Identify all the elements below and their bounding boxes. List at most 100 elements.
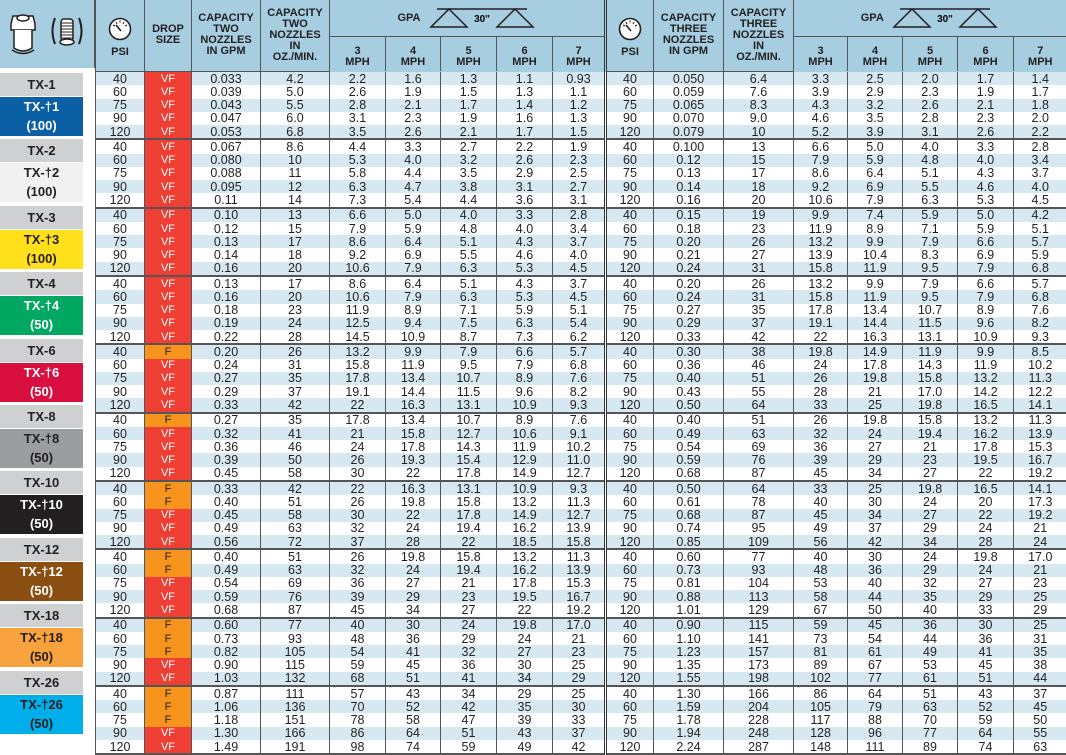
gpa3-5mph-cell: 53 bbox=[903, 658, 958, 671]
gpa3-5mph-cell: 2.6 bbox=[903, 99, 958, 112]
gpa3-4mph-cell: 6.4 bbox=[848, 167, 903, 180]
nozzle-code: TX-2 bbox=[0, 139, 83, 162]
gpa3-4mph-cell: 88 bbox=[848, 713, 903, 726]
gpa-6mph-cell: 35 bbox=[497, 700, 553, 713]
psi-three-cell: 120 bbox=[606, 672, 654, 686]
psi-cell: 120 bbox=[96, 740, 145, 754]
capacity-two-oz-cell: 58 bbox=[261, 509, 330, 522]
psi-cell: 90 bbox=[96, 248, 145, 261]
gpa-7mph-cell: 5.4 bbox=[553, 317, 606, 330]
gpa-4mph-cell: 13.4 bbox=[386, 372, 441, 385]
gpa3-6mph-cell: 9.9 bbox=[958, 344, 1014, 358]
drop-size-cell: VF bbox=[145, 522, 192, 535]
gpa3-4mph-cell: 44 bbox=[848, 590, 903, 603]
capacity-three-oz-cell: 8.3 bbox=[724, 99, 794, 112]
gpa3-5mph-cell: 19.8 bbox=[903, 481, 958, 495]
gpa3-3mph-cell: 36 bbox=[794, 440, 848, 453]
drop-size-cell: VF bbox=[145, 603, 192, 617]
drop-size-cell: VF bbox=[145, 167, 192, 180]
capacity-three-gpm-cell: 0.079 bbox=[654, 125, 724, 139]
psi-three-cell: 120 bbox=[606, 125, 654, 139]
capacity-three-oz-cell: 42 bbox=[724, 330, 794, 344]
gpa3-5mph-cell: 7.9 bbox=[903, 276, 958, 290]
gpa-6mph-cell: 19.8 bbox=[497, 618, 553, 632]
gpa3-6mph-cell: 27 bbox=[958, 577, 1014, 590]
capacity-two-oz-cell: 115 bbox=[261, 658, 330, 671]
gpa-5mph-cell: 13.1 bbox=[441, 398, 497, 412]
psi-cell: 60 bbox=[96, 85, 145, 98]
capacity-three-gpm-cell: 0.13 bbox=[654, 167, 724, 180]
gpa3-6mph-cell: 1.9 bbox=[958, 85, 1014, 98]
gpa-5mph-cell: 59 bbox=[441, 740, 497, 754]
gpa-7mph-cell: 13.9 bbox=[553, 564, 606, 577]
capacity-three-oz-cell: 13 bbox=[724, 139, 794, 153]
strainer-mesh: (50) bbox=[0, 315, 83, 334]
gpa3-7mph-cell: 1.4 bbox=[1014, 72, 1066, 85]
gpa-7mph-cell: 1.2 bbox=[553, 99, 606, 112]
psi-cell: 75 bbox=[96, 235, 145, 248]
drop-size-cell: VF bbox=[145, 427, 192, 440]
gpa3-6mph-cell: 24 bbox=[958, 522, 1014, 535]
gpa-5mph-cell: 7.9 bbox=[441, 344, 497, 358]
gpa3-6mph-cell: 43 bbox=[958, 686, 1014, 700]
capacity-three-oz-cell: 93 bbox=[724, 564, 794, 577]
gpa3-6mph-cell: 13.2 bbox=[958, 372, 1014, 385]
capacity-three-oz-cell: 129 bbox=[724, 603, 794, 617]
drop-size-cell: VF bbox=[145, 125, 192, 139]
gpa-5mph-cell: 6.3 bbox=[441, 262, 497, 276]
capacity-two-oz-cell: 13 bbox=[261, 208, 330, 222]
psi-three-cell: 60 bbox=[606, 495, 654, 508]
gpa-5mph-cell: 3.8 bbox=[441, 180, 497, 193]
capacity-two-gpm-cell: 0.29 bbox=[192, 385, 261, 398]
gpa-4mph-cell: 19.8 bbox=[386, 495, 441, 508]
gpa3-5mph-cell: 2.8 bbox=[903, 112, 958, 125]
gpa-6mph-cell: 29 bbox=[497, 686, 553, 700]
gpa3-5mph-cell: 5.9 bbox=[903, 208, 958, 222]
gpa3-5mph-cell: 8.3 bbox=[903, 248, 958, 261]
gpa-4mph-cell: 28 bbox=[386, 535, 441, 549]
gpa-3mph-cell: 5.3 bbox=[330, 154, 386, 167]
capacity-two-oz-cell: 20 bbox=[261, 262, 330, 276]
capacity-two-gpm-cell: 0.33 bbox=[192, 398, 261, 412]
capacity-two-oz-cell: 6.8 bbox=[261, 125, 330, 139]
gpa-6mph-cell: 12.9 bbox=[497, 453, 553, 466]
gpa-6mph-cell: 30 bbox=[497, 658, 553, 671]
capacity-three-gpm-cell: 1.94 bbox=[654, 727, 724, 740]
psi-three-cell: 40 bbox=[606, 344, 654, 358]
drop-size-cell: VF bbox=[145, 577, 192, 590]
drop-size-cell: F bbox=[145, 713, 192, 726]
gpa-4mph-cell: 7.9 bbox=[386, 262, 441, 276]
drop-size-cell: VF bbox=[145, 440, 192, 453]
psi-cell: 40 bbox=[96, 208, 145, 222]
gpa3-3mph-cell: 26 bbox=[794, 372, 848, 385]
gpa-4mph-cell: 1.6 bbox=[386, 72, 441, 85]
gpa3-5mph-cell: 34 bbox=[903, 535, 958, 549]
gpa3-5mph-cell: 49 bbox=[903, 645, 958, 658]
gpa3-5mph-cell: 10.7 bbox=[903, 304, 958, 317]
gpa3-7mph-cell: 5.9 bbox=[1014, 248, 1066, 261]
gpa-5mph-cell: 3.2 bbox=[441, 154, 497, 167]
psi-cell: 120 bbox=[96, 262, 145, 276]
gpa-7mph-cell: 11.3 bbox=[553, 549, 606, 563]
gpa3-3mph-cell: 13.9 bbox=[794, 248, 848, 261]
gpa-6mph-cell: 43 bbox=[497, 727, 553, 740]
capacity-three-gpm-cell: 0.050 bbox=[654, 72, 724, 85]
capacity-three-gpm-cell: 0.40 bbox=[654, 372, 724, 385]
gpa3-5mph-cell: 2.3 bbox=[903, 85, 958, 98]
gpa3-5mph-cell: 14.3 bbox=[903, 359, 958, 372]
drop-size-cell: VF bbox=[145, 467, 192, 481]
gpa3-4mph-cell: 10.4 bbox=[848, 248, 903, 261]
gpa-5mph-cell: 14.3 bbox=[441, 440, 497, 453]
gpa-3mph-cell: 3.5 bbox=[330, 125, 386, 139]
nozzle-code: TX-4 bbox=[0, 272, 83, 295]
gpa-4mph-cell: 10.9 bbox=[386, 330, 441, 344]
capacity-two-gpm-cell: 0.22 bbox=[192, 330, 261, 344]
gpa3-5mph-cell: 29 bbox=[903, 522, 958, 535]
psi-cell: 90 bbox=[96, 590, 145, 603]
gpa-3mph-cell: 6.6 bbox=[330, 208, 386, 222]
gpa3-5mph-cell: 21 bbox=[903, 440, 958, 453]
capacity-three-oz-cell: 204 bbox=[724, 700, 794, 713]
capacity-three-gpm-cell: 0.059 bbox=[654, 85, 724, 98]
